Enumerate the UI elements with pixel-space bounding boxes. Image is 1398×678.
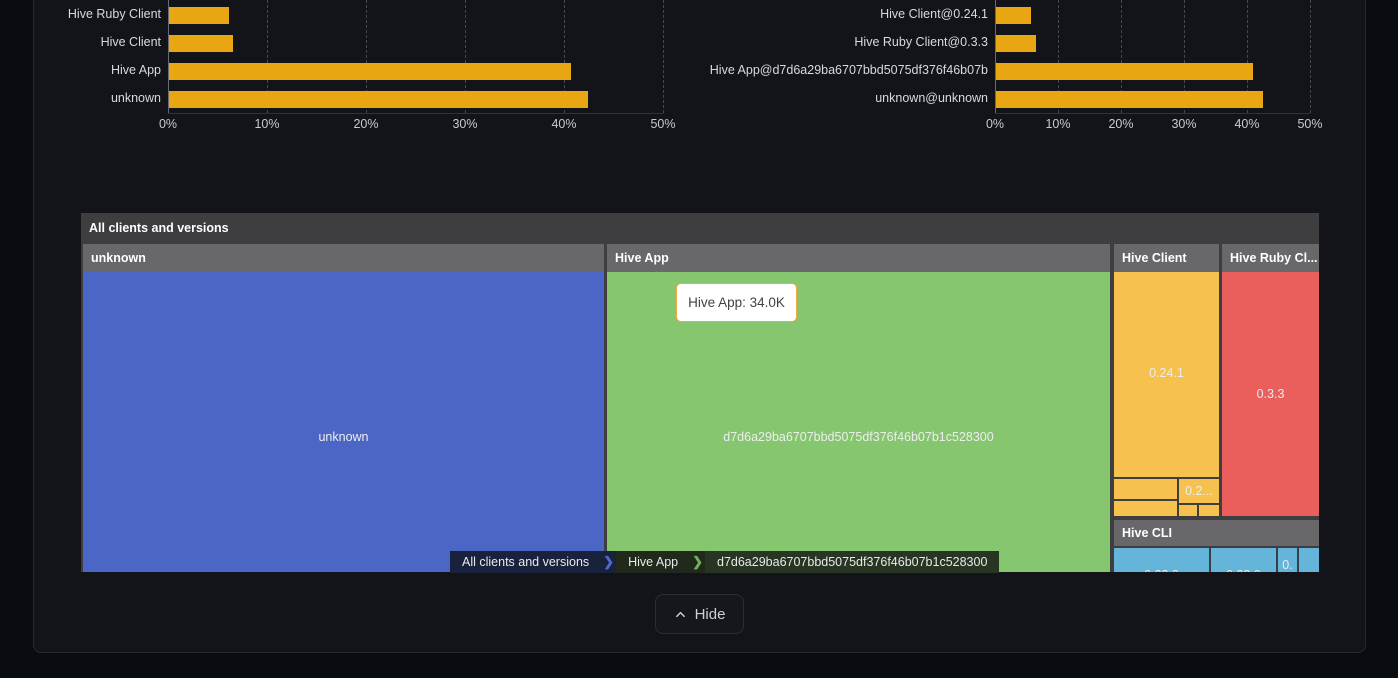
treemap-cell-unknown[interactable]: unknown [83,272,604,572]
treemap-cell-label: 0. [1282,558,1293,572]
hide-button-label: Hide [694,605,726,623]
bar-Hive Ruby Client[interactable] [169,7,230,24]
category-label: Hive App@d7d6a29ba6707bbd5075df376f46b07… [709,63,988,77]
x-tick-label: 30% [1171,117,1197,131]
bar-unknown[interactable] [169,91,588,108]
category-label: Hive App [110,63,161,77]
x-tick-label: 50% [1297,117,1323,131]
x-tick-label: 20% [1108,117,1134,131]
hide-button[interactable]: Hide [655,594,744,634]
breadcrumb-item-all-clients[interactable]: All clients and versions [450,551,602,573]
gridline [365,0,367,113]
treemap-cell-hive-cli-small[interactable]: 0. [1278,548,1297,572]
category-label: Hive Ruby Client@0.3.3 [854,35,988,49]
x-tick-label: 40% [1234,117,1260,131]
bar-chart-left-x-axis: 0% 10% 20% 30% 40% 50% [159,117,676,133]
treemap-cell-hive-cli-small[interactable] [1299,548,1319,572]
tooltip-text: Hive App: 34.0K [688,295,785,310]
gridline [1183,0,1185,113]
treemap-cell-hive-client-small[interactable] [1179,505,1197,516]
bar-chart-left-category-labels: Hive Ruby Client Hive Client Hive App unkno… [20,0,168,113]
treemap-cell-hive-client-small[interactable] [1114,501,1177,516]
x-tick-label: 0% [158,117,178,131]
category-label: Hive Client [100,35,161,49]
breadcrumb: All clients and versions ❯ Hive App ❯ d7… [450,551,1000,573]
gridline [1246,0,1248,113]
bar-Hive Ruby Client@0.3.3[interactable] [996,35,1036,52]
treemap-cell-label: 0.2... [1185,484,1213,498]
treemap-group-header-hive-app[interactable]: Hive App [607,244,1110,272]
breadcrumb-item-version-hash[interactable]: d7d6a29ba6707bbd5075df376f46b07b1c528300 [705,551,1000,573]
treemap-cell-hive-ruby-client-0-3-3[interactable]: 0.3.3 [1222,272,1319,516]
treemap-cell-label: unknown [318,430,369,444]
treemap-group-header-unknown[interactable]: unknown [83,244,604,272]
bar-Hive App@d7d6a29ba6707bbd5075df376f46b07b[interactable] [996,63,1254,80]
bar-Hive Client@0.24.1[interactable] [996,7,1031,24]
bar-chart-right-plot [995,0,1311,114]
gridline [266,0,268,113]
x-tick-label: 40% [551,117,577,131]
breadcrumb-item-hive-app[interactable]: Hive App [616,551,691,573]
gridline [563,0,565,113]
bar-chart-right-category-labels: Hive Client@0.24.1 Hive Ruby Client@0.3.3… [709,0,995,113]
bar-unknown@unknown[interactable] [996,91,1264,108]
treemap-cell-label: 0.3.3 [1256,387,1285,401]
treemap-cell-label: 0.24.1 [1149,366,1184,380]
chevron-up-icon [674,608,687,621]
bar-Hive Client[interactable] [169,35,234,52]
treemap-cell-hive-cli-0-23-0[interactable]: 0.23.0 [1114,548,1209,572]
x-tick-label: 30% [452,117,478,131]
treemap-panel: All clients and versions unknown unknown… [81,213,1319,572]
x-tick-label: 20% [353,117,379,131]
treemap-cell-label: 0.23.0 [1211,567,1276,572]
gridline [1309,0,1311,113]
tooltip: Hive App: 34.0K [676,283,797,322]
gridline [1120,0,1122,113]
chevron-right-icon: ❯ [601,551,617,573]
treemap-group-header-hive-cli[interactable]: Hive CLI [1114,520,1319,546]
treemap-cell-hive-app-version[interactable]: d7d6a29ba6707bbd5075df376f46b07b1c528300 [607,272,1110,572]
category-label: Hive Client@0.24.1 [880,7,988,21]
category-label: unknown [110,91,161,105]
treemap-title: All clients and versions [81,213,1319,242]
treemap-group-header-hive-ruby-client[interactable]: Hive Ruby Cl... [1222,244,1319,272]
gridline [662,0,664,113]
treemap-cell-hive-cli-0-23-0[interactable]: 0.23.0 [1211,548,1276,572]
category-label: unknown@unknown [875,91,988,105]
x-tick-label: 50% [650,117,676,131]
treemap-cell-hive-client-small[interactable] [1114,479,1177,499]
bar-chart-left-plot [168,0,664,114]
gridline [1057,0,1059,113]
category-label: Hive Ruby Client [67,7,161,21]
bar-chart-right-x-axis: 0% 10% 20% 30% 40% 50% [986,117,1323,133]
treemap-cell-label: 0.23.0 [1114,567,1209,572]
treemap-cell-label: d7d6a29ba6707bbd5075df376f46b07b1c528300 [723,430,994,444]
treemap-cell-hive-client-0-24-1[interactable]: 0.24.1 [1114,272,1219,477]
x-tick-label: 10% [1045,117,1071,131]
chevron-right-icon: ❯ [690,551,705,573]
treemap-group-header-hive-client[interactable]: Hive Client [1114,244,1219,272]
gridline [464,0,466,113]
x-tick-label: 0% [985,117,1005,131]
treemap-cell-hive-client-small[interactable] [1199,505,1219,516]
x-tick-label: 10% [254,117,280,131]
treemap-cell-hive-client-0-2[interactable]: 0.2... [1179,479,1219,503]
bar-Hive App[interactable] [169,63,571,80]
